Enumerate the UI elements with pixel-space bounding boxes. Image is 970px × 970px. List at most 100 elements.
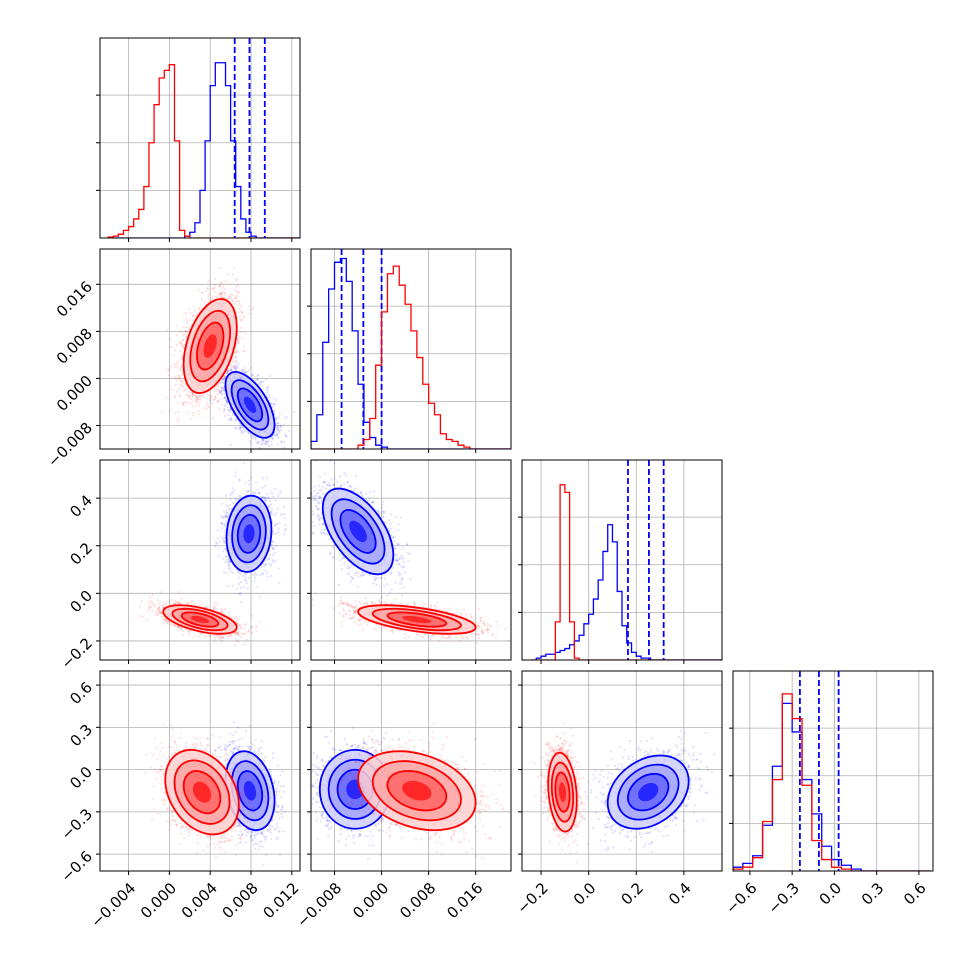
sample-point [240,429,243,432]
sample-point [269,396,272,399]
sample-point [276,443,280,446]
sample-point [265,386,268,389]
sample-point [229,369,232,372]
sample-point [205,290,208,293]
sample-point [175,390,179,393]
sample-point [198,307,201,310]
sample-point [233,367,236,370]
sample-point [234,359,237,362]
sample-point [273,434,276,437]
sample-point [173,376,176,379]
sample-point [179,384,182,387]
sample-point [219,292,222,296]
sample-point [214,397,217,401]
sample-point [283,446,286,449]
sample-point [236,337,239,340]
sample-point [260,439,263,442]
sample-point [203,407,206,410]
sample-point [219,292,223,295]
sample-point [180,343,183,347]
sample-point [277,422,280,425]
sample-point [198,410,201,413]
sample-point [239,426,242,429]
sample-point [254,437,257,440]
sample-point [241,316,244,319]
sample-point [190,402,193,405]
sample-point [181,355,184,358]
sample-point [272,434,275,437]
sample-point [230,393,233,397]
sample-point [216,386,219,389]
sample-point [170,377,173,380]
sample-point [250,436,253,439]
sample-point [230,363,233,366]
sample-point [219,390,222,393]
sample-point [277,428,280,431]
sample-point [212,296,215,299]
sample-point [195,398,198,401]
sample-point [173,349,177,352]
sample-point [235,418,238,421]
sample-point [188,397,191,400]
sample-point [242,371,245,374]
sample-point [256,377,259,381]
sample-point [241,369,244,372]
sample-point [223,396,226,399]
sample-point [167,374,170,377]
sample-point [266,442,269,445]
sample-point [267,451,269,453]
sample-point [206,404,209,407]
sample-point [184,388,187,392]
sample-point [226,369,229,372]
sample-point [237,333,240,337]
sample-point [222,376,225,379]
sample-point [264,443,267,446]
sample-point [224,288,227,291]
histogram-step-blue [108,62,300,238]
sample-point [212,398,215,401]
sample-point [217,401,220,404]
sample-point [203,301,206,304]
sample-point [276,422,279,425]
sample-point [232,364,235,368]
sample-point [238,307,241,311]
sample-point [214,395,217,398]
sample-point [217,293,220,296]
sample-point [186,321,189,324]
sample-point [174,412,177,415]
sample-point [234,351,238,355]
sample-point [230,368,233,371]
sample-point [235,279,238,282]
sample-point [232,360,235,363]
sample-point [257,441,260,444]
sample-point [195,399,198,402]
sample-point [240,425,243,429]
sample-point [234,427,237,430]
sample-point [175,379,178,382]
sample-point [189,311,192,315]
sample-point [267,444,270,447]
sample-point [220,387,223,390]
sample-point [219,285,222,288]
sample-point [267,385,270,388]
sample-point [262,380,265,383]
sample-point [206,407,209,410]
sample-point [214,284,217,287]
sample-point [177,420,180,423]
sample-point [263,449,265,451]
sample-point [266,440,269,443]
sample-point [272,402,276,406]
sample-point [220,281,224,284]
sample-point [227,414,230,417]
sample-point [226,297,229,300]
sample-point [206,402,209,405]
sample-point [227,409,230,412]
sample-point [265,440,268,443]
hist1d-panel-0 [107,38,300,238]
sample-point [176,418,179,421]
sample-point [229,443,233,446]
sample-point [221,296,224,299]
sample-point [225,400,228,403]
sample-point [196,395,199,398]
